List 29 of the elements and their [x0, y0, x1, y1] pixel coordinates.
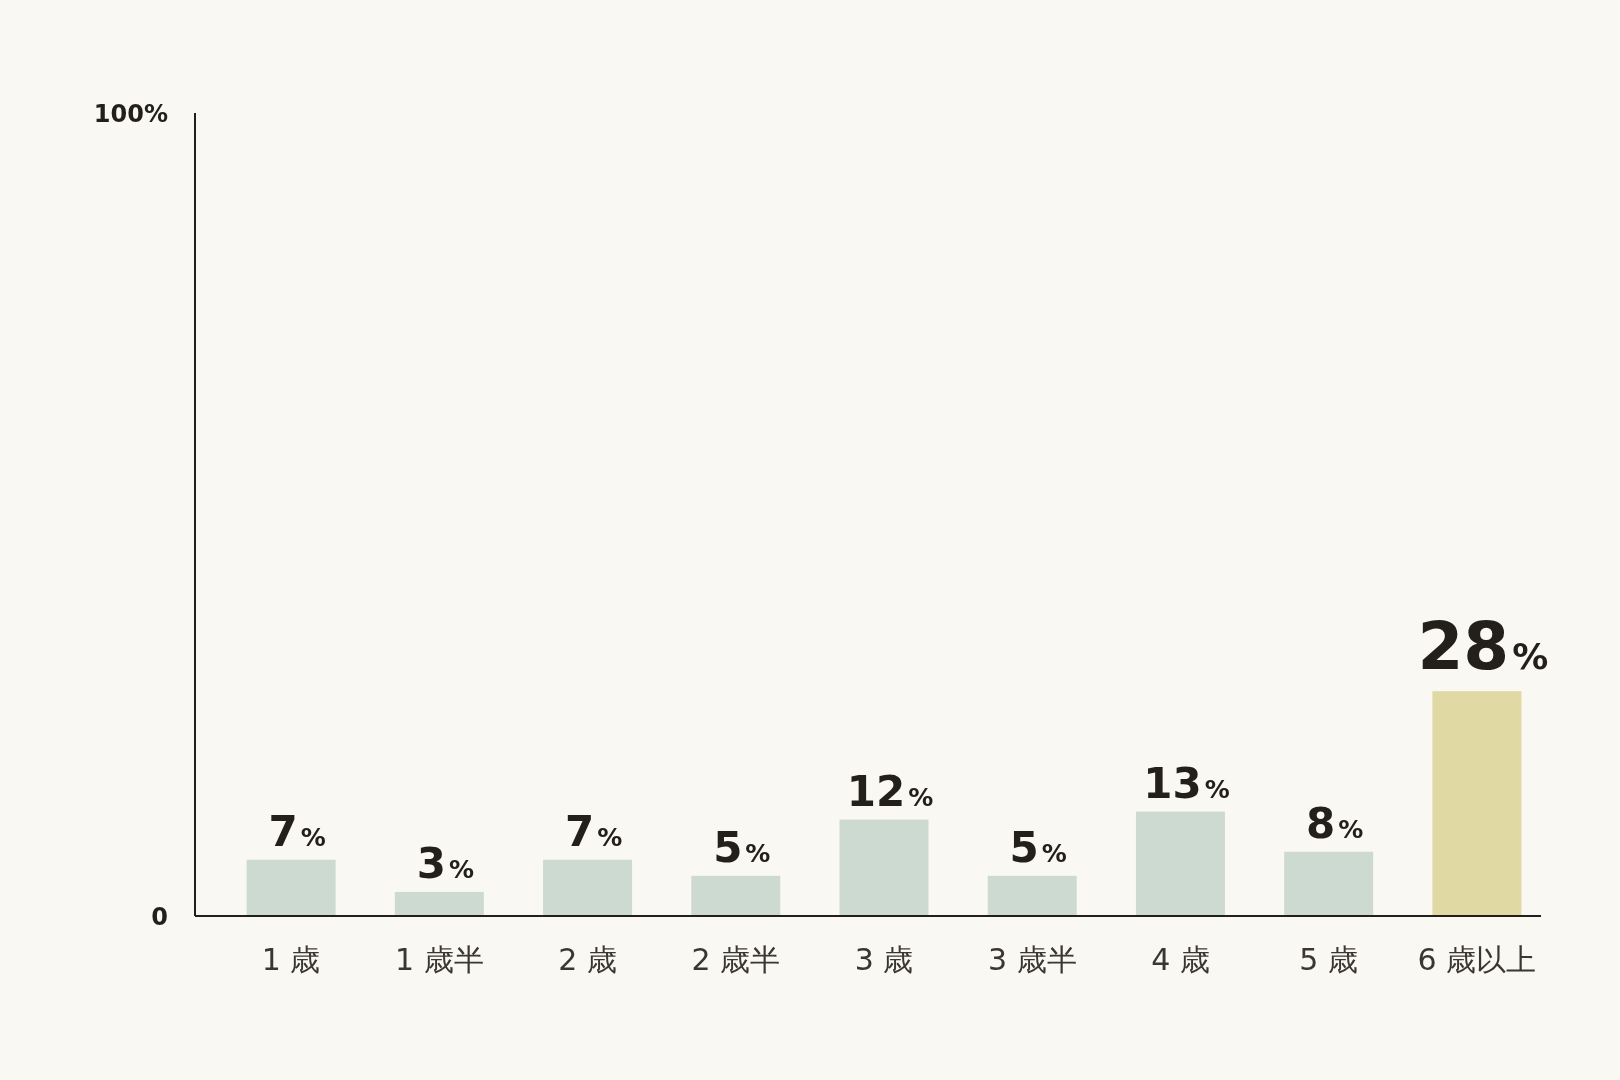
bar	[246, 859, 336, 916]
x-tick-label: 4 歳	[1151, 942, 1210, 977]
x-tick-label: 6 歳以上	[1417, 942, 1537, 977]
bar	[543, 859, 633, 916]
data-label: 13%	[1143, 758, 1230, 808]
bar	[1432, 691, 1522, 916]
bar	[839, 819, 929, 916]
data-label: 5%	[1009, 822, 1067, 872]
x-tick-label: 5 歳	[1299, 942, 1358, 977]
x-tick-label: 2 歳半	[691, 942, 781, 977]
bar	[394, 891, 484, 916]
x-tick-label: 1 歳	[261, 942, 321, 977]
y-tick-label: 0	[151, 903, 168, 931]
data-label: 28%	[1417, 608, 1549, 686]
x-tick-label: 1 歳半	[395, 942, 484, 977]
data-label: 12%	[846, 766, 934, 816]
bar	[691, 875, 781, 916]
bar	[1135, 811, 1225, 916]
data-label: 8%	[1306, 798, 1364, 848]
data-label: 7%	[564, 806, 623, 856]
bar	[987, 875, 1077, 916]
data-label: 5%	[713, 822, 771, 872]
data-label: 3%	[416, 838, 474, 888]
data-label: 7%	[268, 806, 326, 856]
x-tick-label: 2 歳	[558, 942, 617, 977]
x-tick-label: 3 歳半	[987, 942, 1077, 977]
x-tick-label: 3 歳	[854, 942, 914, 977]
bar	[1284, 851, 1374, 916]
y-tick-label: 100%	[93, 100, 168, 128]
